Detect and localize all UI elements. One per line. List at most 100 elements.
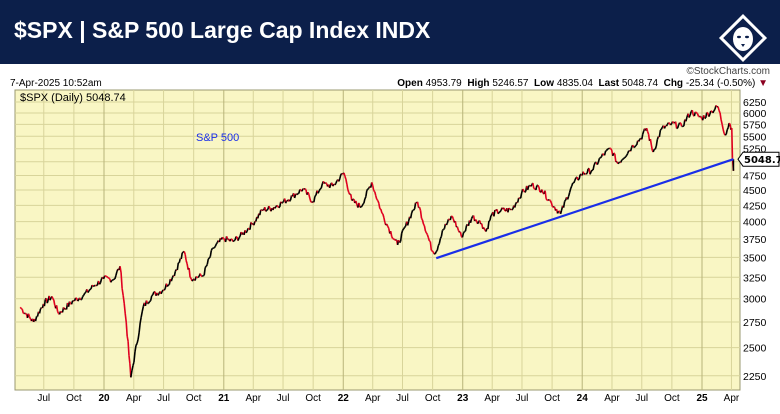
price-segment xyxy=(106,275,109,278)
price-segment xyxy=(603,150,607,156)
price-segment xyxy=(152,291,155,296)
price-segment xyxy=(537,184,540,188)
price-segment xyxy=(423,225,427,232)
price-segment xyxy=(320,183,324,189)
price-segment xyxy=(99,278,103,283)
price-segment xyxy=(459,231,463,237)
annotation-sp500: S&P 500 xyxy=(196,132,239,144)
price-segment xyxy=(431,250,434,253)
price-segment xyxy=(400,229,404,234)
price-segment xyxy=(499,209,502,213)
price-segment xyxy=(671,121,675,124)
price-segment xyxy=(53,300,56,306)
price-segment xyxy=(183,251,186,255)
down-triangle-icon: ▼ xyxy=(758,78,768,89)
price-segment xyxy=(120,272,123,289)
price-segment xyxy=(78,297,82,301)
credit-text: ©StockCharts.com xyxy=(686,66,770,77)
price-segment xyxy=(532,182,535,189)
price-segment xyxy=(640,134,644,140)
x-axis: Jul Oct 20 Apr Jul Oct 21 Apr Jul Oct 22 Apr Jul Oct 2… xyxy=(37,393,740,404)
price-segment xyxy=(650,144,654,151)
price-segment xyxy=(605,148,609,151)
price-segment xyxy=(570,182,574,187)
price-segment xyxy=(526,185,530,191)
price-segment xyxy=(379,208,382,210)
price-segment xyxy=(438,238,442,244)
price-series xyxy=(19,104,735,378)
price-segment xyxy=(377,200,380,204)
price-segment xyxy=(456,226,460,231)
price-segment xyxy=(704,117,707,120)
price-segment xyxy=(345,178,348,185)
price-segment xyxy=(483,227,486,231)
price-segment xyxy=(181,251,184,254)
price-segment xyxy=(335,180,338,184)
price-segment xyxy=(205,264,208,267)
price-segment xyxy=(550,202,554,207)
price-segment xyxy=(439,236,443,239)
price-segment xyxy=(573,180,576,184)
price-segment xyxy=(597,158,601,163)
price-segment xyxy=(80,296,84,300)
price-segment xyxy=(374,191,377,197)
price-segment xyxy=(720,119,723,125)
price-segment xyxy=(676,124,680,129)
y-tick-label: 4000 xyxy=(743,217,767,229)
price-segment xyxy=(157,292,160,296)
price-segment xyxy=(215,241,219,245)
price-segment xyxy=(46,299,49,304)
price-segment xyxy=(399,233,403,242)
price-segment xyxy=(610,148,613,151)
price-segment xyxy=(623,157,626,159)
price-segment xyxy=(361,203,364,207)
price-segment xyxy=(410,210,414,214)
price-segment xyxy=(593,162,596,166)
y-axis: 6250600057505500525047504500425040003750… xyxy=(743,97,767,383)
price-segment xyxy=(487,220,490,230)
x-tick-label: Apr xyxy=(126,393,142,404)
price-segment xyxy=(309,198,312,203)
high-value: 5246.57 xyxy=(492,78,529,89)
y-tick-label: 3750 xyxy=(743,234,767,246)
price-segment xyxy=(180,252,184,260)
price-segment xyxy=(338,178,341,182)
price-segment xyxy=(634,145,637,148)
price-segment xyxy=(516,197,520,203)
price-segment xyxy=(20,307,23,310)
price-segment xyxy=(413,202,417,209)
price-segment xyxy=(160,291,163,295)
price-segment xyxy=(237,237,240,241)
price-segment xyxy=(490,213,493,217)
x-tick-label: Oct xyxy=(425,393,441,404)
price-segment xyxy=(599,157,601,160)
price-segment xyxy=(513,203,517,208)
price-segment xyxy=(437,243,441,246)
price-segment xyxy=(328,184,332,189)
price-segment xyxy=(521,188,525,192)
price-segment xyxy=(569,185,573,189)
price-segment xyxy=(77,299,80,302)
price-segment xyxy=(204,265,207,268)
price-segment xyxy=(123,303,127,314)
price-segment xyxy=(133,351,136,363)
price-segment xyxy=(128,355,131,364)
price-segment xyxy=(717,106,720,111)
price-segment xyxy=(508,207,511,210)
price-segment xyxy=(333,183,336,186)
x-tick-label: Apr xyxy=(365,393,381,404)
price-segment xyxy=(127,341,130,356)
price-segment xyxy=(141,306,145,312)
price-segment xyxy=(641,130,645,135)
price-segment xyxy=(625,154,628,158)
price-segment xyxy=(189,276,192,279)
price-segment xyxy=(418,206,422,211)
price-segment xyxy=(39,307,43,310)
price-segment xyxy=(567,192,571,197)
x-tick-label: Jul xyxy=(37,393,50,404)
price-segment xyxy=(726,127,729,131)
price-segment xyxy=(725,129,728,135)
price-segment xyxy=(188,267,191,278)
price-segment xyxy=(474,219,478,222)
y-tick-label: 5500 xyxy=(743,131,767,143)
